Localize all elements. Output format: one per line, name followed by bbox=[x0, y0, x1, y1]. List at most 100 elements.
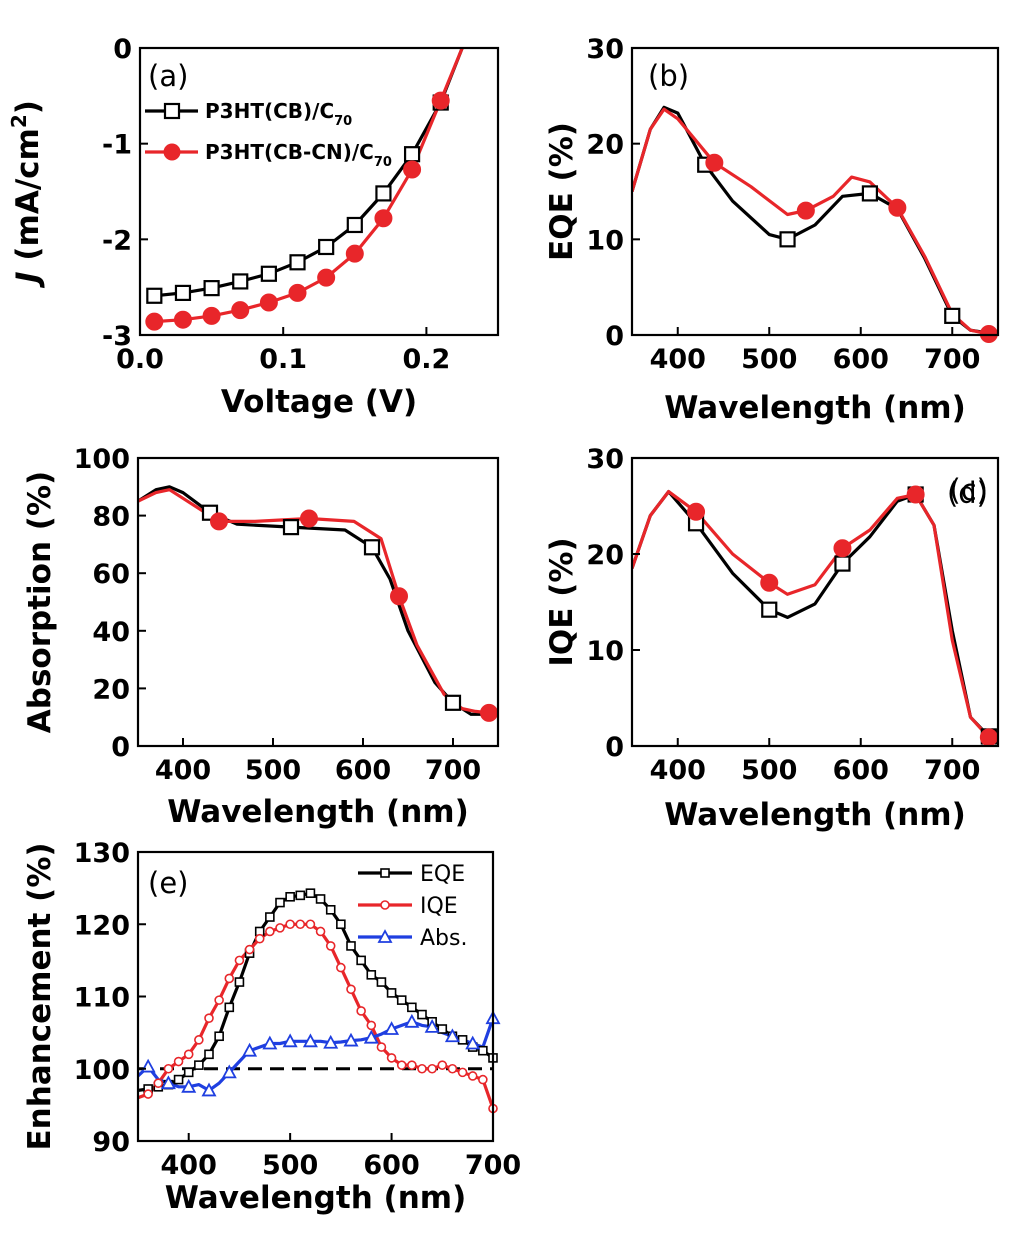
data-point-2 bbox=[231, 301, 250, 320]
y-tick-label: 0 bbox=[113, 34, 132, 65]
data-point-1 bbox=[779, 231, 796, 248]
y-tick-label: 10 bbox=[586, 636, 624, 667]
data-point-2 bbox=[447, 1063, 458, 1074]
data-point-2 bbox=[295, 919, 306, 930]
data-point-1 bbox=[834, 555, 851, 572]
data-point-2 bbox=[300, 509, 318, 528]
data-point-2 bbox=[687, 502, 706, 521]
data-point-2 bbox=[346, 984, 356, 995]
data-point-2 bbox=[478, 1074, 488, 1085]
data-point-3 bbox=[302, 1033, 318, 1048]
data-point-1 bbox=[366, 970, 377, 980]
series-group bbox=[154, 48, 464, 324]
y-tick-label: 20 bbox=[92, 674, 130, 705]
data-point-1 bbox=[224, 1002, 235, 1013]
data-point-2 bbox=[234, 955, 245, 966]
data-point-2 bbox=[214, 995, 224, 1005]
panel-d: 400 500 600 700 0 10 20 30 Wavelength (nm) IQE (%… bbox=[544, 444, 1000, 833]
data-point-2 bbox=[153, 1078, 164, 1088]
y-tick-label: 120 bbox=[74, 910, 130, 941]
x-tick-label: 500 bbox=[741, 344, 797, 375]
y-tick-label: 0 bbox=[605, 321, 624, 352]
data-point-1 bbox=[194, 1060, 204, 1070]
x-tick-label: 600 bbox=[363, 1150, 419, 1181]
legend-label: P3HT(CB-CN)/C70 bbox=[205, 140, 392, 170]
series-line-2 bbox=[154, 48, 464, 324]
data-point-2 bbox=[305, 919, 316, 930]
data-point-1 bbox=[346, 216, 363, 234]
x-tick-label: 700 bbox=[924, 755, 980, 786]
data-point-2 bbox=[457, 1067, 468, 1078]
data-point-1 bbox=[407, 1002, 417, 1013]
series-line-1 bbox=[138, 891, 493, 1092]
data-point-2 bbox=[480, 703, 498, 722]
data-point-1 bbox=[944, 307, 961, 324]
x-tick-label: 600 bbox=[335, 755, 391, 786]
data-point-3 bbox=[363, 1029, 379, 1044]
legend-marker bbox=[377, 929, 393, 943]
data-point-1 bbox=[315, 894, 326, 904]
data-point-1 bbox=[363, 539, 381, 556]
data-point-2 bbox=[376, 1042, 387, 1052]
data-point-2 bbox=[244, 944, 255, 955]
y-tick-label: 60 bbox=[92, 559, 130, 590]
data-point-1 bbox=[478, 1045, 488, 1056]
y-tick-label: 30 bbox=[586, 34, 624, 65]
data-point-2 bbox=[345, 244, 364, 263]
data-point-1 bbox=[260, 265, 277, 282]
y-tick-label: 40 bbox=[92, 617, 130, 648]
x-tick-label: 700 bbox=[465, 1150, 521, 1181]
data-point-1 bbox=[325, 904, 336, 915]
data-point-3 bbox=[444, 1028, 460, 1043]
data-point-2 bbox=[145, 312, 164, 331]
data-point-3 bbox=[160, 1075, 176, 1090]
y-tick-label: 100 bbox=[74, 444, 130, 475]
data-point-3 bbox=[140, 1058, 156, 1073]
data-point-3 bbox=[424, 1018, 440, 1033]
data-point-1 bbox=[173, 1074, 184, 1085]
data-point-1 bbox=[174, 284, 192, 302]
data-point-3 bbox=[181, 1078, 197, 1093]
data-point-1 bbox=[417, 1009, 427, 1020]
data-point-2 bbox=[356, 1006, 366, 1016]
x-tick-label: 700 bbox=[425, 755, 481, 786]
data-point-2 bbox=[210, 512, 228, 531]
y-axis-label: Enhancement (%) bbox=[22, 842, 58, 1150]
data-point-1 bbox=[275, 897, 285, 908]
data-point-1 bbox=[336, 919, 346, 930]
x-tick-label: 600 bbox=[833, 344, 889, 375]
data-point-2 bbox=[336, 962, 346, 973]
data-point-1 bbox=[403, 146, 421, 163]
data-point-1 bbox=[376, 977, 387, 987]
data-point-3 bbox=[465, 1035, 481, 1050]
data-point-2 bbox=[431, 91, 450, 110]
data-point-2 bbox=[224, 973, 235, 984]
panel-label: (b) bbox=[648, 59, 689, 93]
x-tick-label: 400 bbox=[650, 344, 706, 375]
x-axis-label: Voltage (V) bbox=[221, 384, 417, 420]
y-tick-label: 0 bbox=[605, 732, 624, 763]
data-point-1 bbox=[234, 977, 245, 987]
x-axis-label: Wavelength (nm) bbox=[664, 390, 966, 426]
y-axis-label: J (mA/cm2) bbox=[7, 100, 46, 289]
legend-marker bbox=[163, 143, 181, 161]
data-point-2 bbox=[906, 485, 925, 504]
panel-b: 400 500 600 700 0 10 20 30 Wavelength (nm) EQE (%… bbox=[544, 34, 1000, 426]
x-tick-label: 500 bbox=[245, 755, 301, 786]
data-point-2 bbox=[386, 1053, 397, 1063]
x-tick-label: 0.1 bbox=[259, 344, 307, 375]
data-point-2 bbox=[285, 919, 295, 930]
data-point-2 bbox=[202, 306, 221, 325]
plot-frame bbox=[138, 46, 500, 337]
x-tick-label: 600 bbox=[833, 755, 889, 786]
data-point-1 bbox=[305, 888, 316, 898]
legend-marker bbox=[163, 102, 181, 120]
data-point-2 bbox=[204, 1013, 214, 1023]
data-point-2 bbox=[888, 198, 907, 217]
data-point-1 bbox=[437, 1024, 448, 1034]
legend-label: IQE bbox=[420, 894, 458, 919]
data-point-3 bbox=[262, 1035, 278, 1050]
panel-label: (a) bbox=[148, 59, 188, 93]
legend-label: Abs. bbox=[420, 926, 467, 951]
data-point-3 bbox=[404, 1013, 420, 1028]
